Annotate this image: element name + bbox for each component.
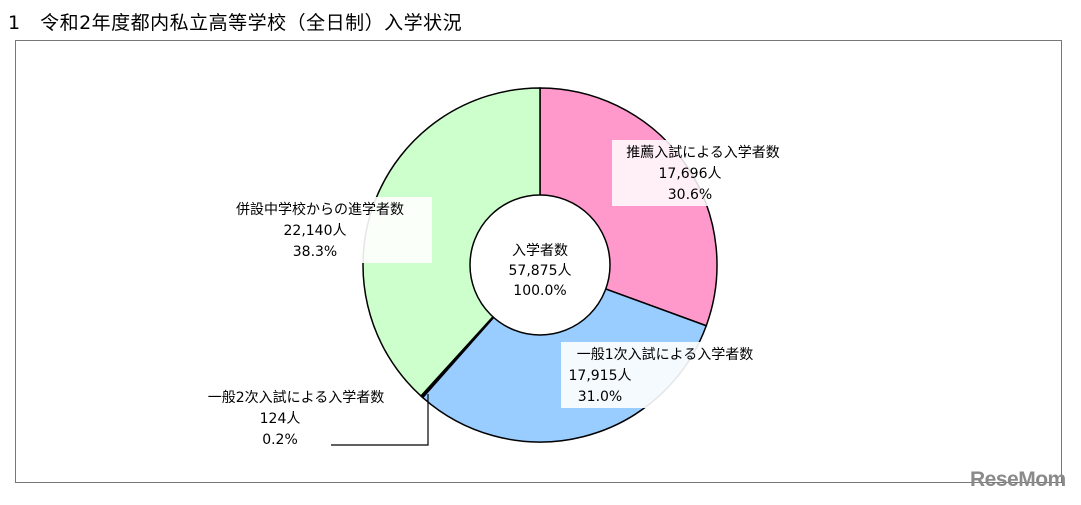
leader-line [331, 394, 429, 446]
slice-label-percent: 38.3% [293, 244, 337, 260]
slice-label-name: 一般1次入試による入学者数 [577, 347, 754, 363]
donut-hole [469, 194, 611, 336]
label-bg-3 [340, 197, 432, 263]
slice-label-percent: 31.0% [578, 389, 622, 405]
center-label-name: 入学者数 [512, 243, 568, 259]
slice-label-value: 124人 [260, 411, 301, 427]
page-title: 1 令和2年度都内私立高等学校（全日制）入学状況 [8, 12, 463, 34]
slice-label-name: 併設中学校からの進学者数 [236, 201, 404, 218]
slice-label-percent: 0.2% [262, 432, 298, 448]
watermark-logo: ReseMom [970, 468, 1066, 491]
slice-label-value: 17,915人 [569, 368, 632, 384]
slice-label-value: 22,140人 [284, 223, 347, 239]
chart-frame [15, 40, 1062, 483]
slice-label-name: 推薦入試による入学者数 [626, 145, 780, 161]
slice-label-name: 一般2次入試による入学者数 [208, 390, 385, 406]
label-bg-0 [612, 140, 732, 206]
center-label-percent: 100.0% [513, 283, 566, 299]
slice-label-percent: 30.6% [668, 187, 712, 203]
label-bg-1 [561, 342, 711, 408]
center-label-value: 57,875人 [509, 263, 572, 279]
slice-label-value: 17,696人 [659, 166, 722, 182]
